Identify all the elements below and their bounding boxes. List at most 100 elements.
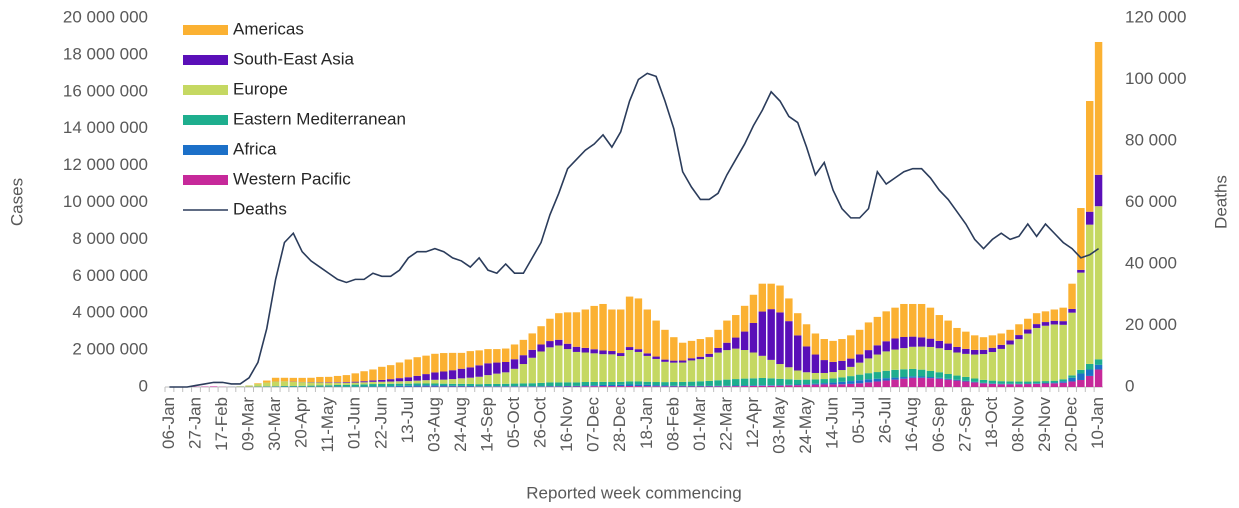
bar-segment (723, 320, 731, 343)
bar-segment (988, 380, 997, 384)
bar-segment (1006, 344, 1014, 382)
bar-segment (740, 331, 749, 351)
x-tick-label: 10-Jan (1088, 397, 1107, 449)
bar-segment (280, 385, 289, 387)
bar-segment (555, 339, 563, 346)
bar-segment (873, 316, 882, 346)
bar-segment (1041, 382, 1050, 384)
bar-segment (970, 349, 979, 355)
bar-segment (935, 378, 944, 387)
bar-segment (997, 381, 1005, 384)
bar-segment (855, 374, 864, 381)
bar-segment (643, 384, 651, 387)
bar-segment (962, 331, 970, 349)
bar-segment (501, 372, 510, 384)
x-tick-label: 03-Aug (424, 397, 443, 452)
bar-segment (935, 315, 944, 341)
bar-segment (847, 383, 855, 387)
bar-segment (528, 333, 536, 350)
bar-segment (413, 357, 421, 376)
bar-segment (404, 359, 413, 378)
bar-segment (466, 377, 475, 384)
bar-segment (944, 343, 952, 351)
bar-segment (1041, 322, 1050, 326)
bar-segment (422, 380, 430, 384)
bar-segment (714, 347, 722, 353)
bar-segment (466, 351, 475, 368)
bar-segment (723, 350, 731, 380)
bar-segment (696, 381, 705, 386)
bar-segment (652, 320, 660, 357)
bar-segment (909, 377, 917, 387)
bar-segment (953, 379, 961, 381)
bar-segment (864, 350, 873, 359)
bar-segment (1086, 211, 1094, 225)
x-tick-label: 27-Jan (185, 397, 204, 449)
bar-segment (723, 379, 731, 386)
bar-segment (661, 359, 669, 362)
bar-segment (289, 385, 298, 387)
bar-segment (422, 374, 430, 381)
bar-segment (608, 382, 616, 385)
bar-segment (555, 345, 563, 383)
y-tick-label: 12 000 000 (63, 155, 148, 174)
bar-segment (501, 362, 510, 373)
bar-segment (448, 383, 457, 386)
bar-segment (617, 384, 625, 387)
bar-segment (369, 369, 377, 381)
bar-segment (670, 360, 678, 363)
bar-segment (864, 382, 873, 387)
bar-segment (935, 348, 944, 373)
bar-segment (802, 384, 811, 387)
bar-segment (705, 356, 713, 381)
bar-segment (811, 379, 820, 384)
bar-segment (528, 349, 536, 358)
bar-segment (555, 382, 563, 387)
bar-segment (767, 385, 775, 386)
bar-segment (705, 386, 713, 387)
bar-segment (705, 380, 713, 386)
bar-segment (404, 381, 413, 384)
bar-segment (962, 348, 970, 354)
x-tick-label: 29-Nov (1035, 397, 1054, 452)
bar-segment (1041, 325, 1050, 382)
x-tick-label: 16-Aug (902, 397, 921, 452)
bar-segment (413, 380, 421, 384)
bar-segment (1024, 318, 1032, 330)
bar-segment (1068, 283, 1076, 309)
bar-segment (838, 370, 846, 378)
bar-segment (307, 382, 315, 386)
x-tick-label: 26-Jul (876, 397, 895, 443)
bar-segment (634, 381, 643, 385)
bar-segment (802, 346, 811, 373)
x-tick-label: 06-Jan (159, 397, 178, 449)
bar-segment (882, 380, 890, 387)
bar-segment (431, 379, 439, 384)
bar-segment (714, 329, 722, 348)
bar-segment (802, 379, 811, 385)
bar-segment (1059, 379, 1067, 382)
bar-segment (316, 382, 324, 386)
bar-segment (422, 385, 430, 387)
bar-segment (953, 352, 961, 376)
y-tick-label: 20 000 000 (63, 7, 148, 26)
bar-segment (271, 377, 280, 382)
bar-segment (395, 381, 404, 384)
bar-segment (590, 353, 598, 382)
bar-segment (820, 360, 828, 373)
bar-segment (1050, 309, 1059, 321)
x-tick-label: 05-Jul (849, 397, 868, 443)
bar-segment (1059, 321, 1067, 325)
bar-segment (484, 383, 492, 387)
bar-segment (687, 381, 696, 386)
bar-segment (1077, 373, 1085, 380)
x-tick-label: 05-Oct (504, 397, 523, 448)
bar-segment (944, 378, 952, 380)
bar-segment (263, 380, 271, 383)
bar-segment (882, 341, 890, 352)
x-tick-label: 26-Oct (531, 397, 550, 448)
bar-segment (466, 385, 475, 387)
bar-segment (599, 350, 607, 355)
bar-segment (457, 378, 466, 384)
bar-segment (997, 333, 1005, 345)
